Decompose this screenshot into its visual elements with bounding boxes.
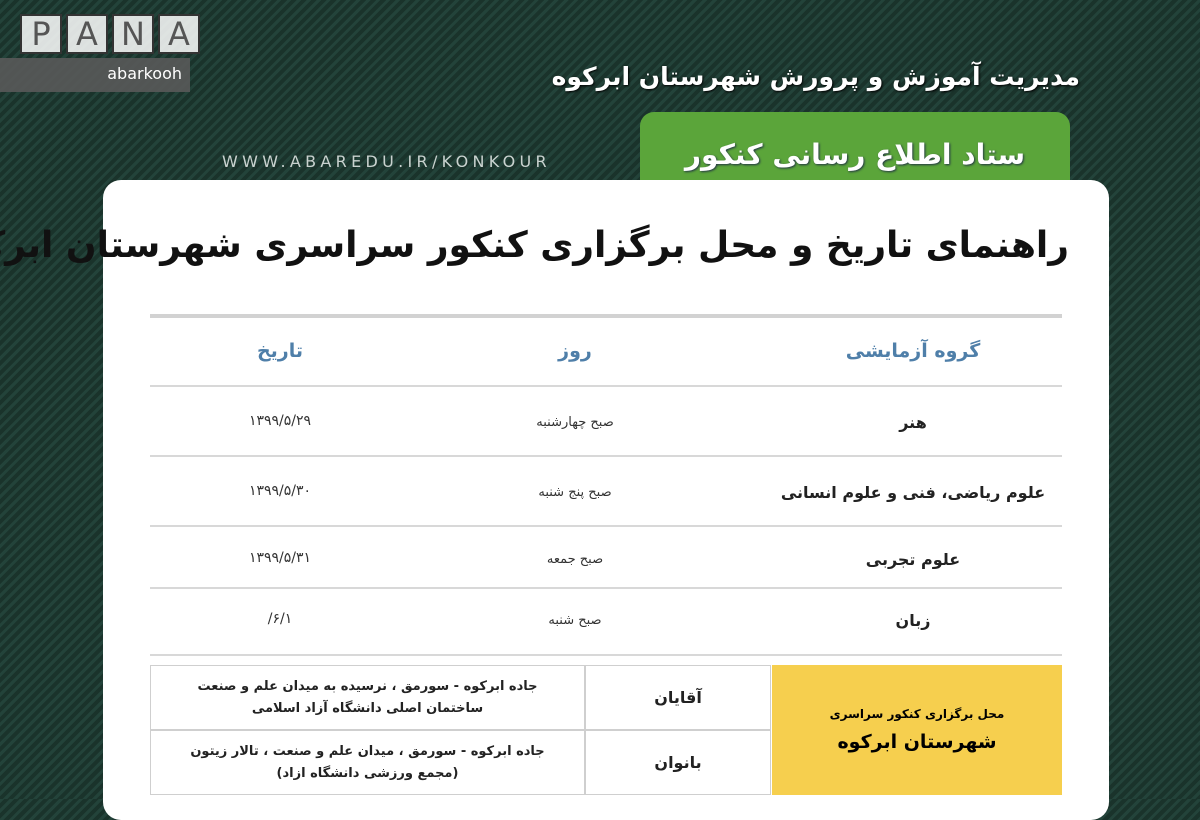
divider: [150, 455, 1062, 457]
day-cell: صبح شنبه: [548, 613, 602, 628]
address-line: (مجمع ورزشی دانشگاه ازاد): [276, 765, 459, 781]
divider: [150, 525, 1062, 527]
column-header-date: تاریخ: [256, 340, 304, 362]
women-label: بانوان: [585, 730, 771, 795]
website-url: WWW.ABAREDU.IR/KONKOUR: [222, 152, 551, 171]
schedule-card: راهنمای تاریخ و محل برگزاری کنکور سراسری…: [0, 180, 1109, 820]
address-line: جاده ابرکوه - سورمق ، نرسیده به میدان عل…: [197, 678, 538, 694]
divider: [150, 385, 1062, 387]
banner: ستاد اطلاع رسانی کنکور سراسری: [640, 112, 1070, 257]
divider: [150, 314, 1062, 318]
divider: [150, 587, 1062, 589]
women-address: جاده ابرکوه - سورمق ، میدان علم و صنعت ،…: [150, 730, 585, 795]
group-cell: زبان: [895, 611, 931, 630]
venue-label-line2: شهرستان ابرکوه: [837, 731, 997, 753]
venue-label: محل برگزاری کنکور سراسری شهرستان ابرکوه: [772, 665, 1062, 795]
venue-label-line1: محل برگزاری کنکور سراسری: [829, 707, 1005, 721]
address-line: جاده ابرکوه - سورمق ، میدان علم و صنعت ،…: [190, 743, 545, 759]
date-cell: ۱۳۹۹/۵/۳۱: [248, 550, 312, 566]
group-cell: هنر: [899, 413, 927, 432]
venue-table: جاده ابرکوه - سورمق ، نرسیده به میدان عل…: [150, 665, 1062, 795]
divider: [150, 654, 1062, 656]
organization-name: مدیریت آموزش و پرورش شهرستان ابرکوه: [551, 62, 1080, 91]
column-header-group: گروه آزمایشی: [845, 340, 981, 362]
date-cell: ۱۳۹۹/۵/۳۰: [248, 483, 312, 499]
group-cell: علوم ریاضی، فنی و علوم انسانی: [780, 483, 1046, 502]
day-cell: صبح پنج شنبه: [538, 485, 612, 500]
group-cell: علوم تجربی: [865, 550, 961, 569]
watermark-bar: abarkooh: [0, 58, 190, 92]
date-cell: /۶/۱: [267, 611, 293, 627]
men-address: جاده ابرکوه - سورمق ، نرسیده به میدان عل…: [150, 665, 585, 730]
page-title: راهنمای تاریخ و محل برگزاری کنکور سراسری…: [0, 225, 1069, 266]
address-line: ساختمان اصلی دانشگاه آزاد اسلامی: [251, 700, 484, 716]
day-cell: صبح جمعه: [546, 552, 604, 567]
date-cell: ۱۳۹۹/۵/۲۹: [248, 413, 312, 429]
column-header-day: روز: [558, 340, 592, 362]
day-cell: صبح چهارشنبه: [536, 415, 614, 430]
men-label: آقایان: [585, 665, 771, 730]
watermark-tag: abarkooh: [107, 64, 182, 83]
